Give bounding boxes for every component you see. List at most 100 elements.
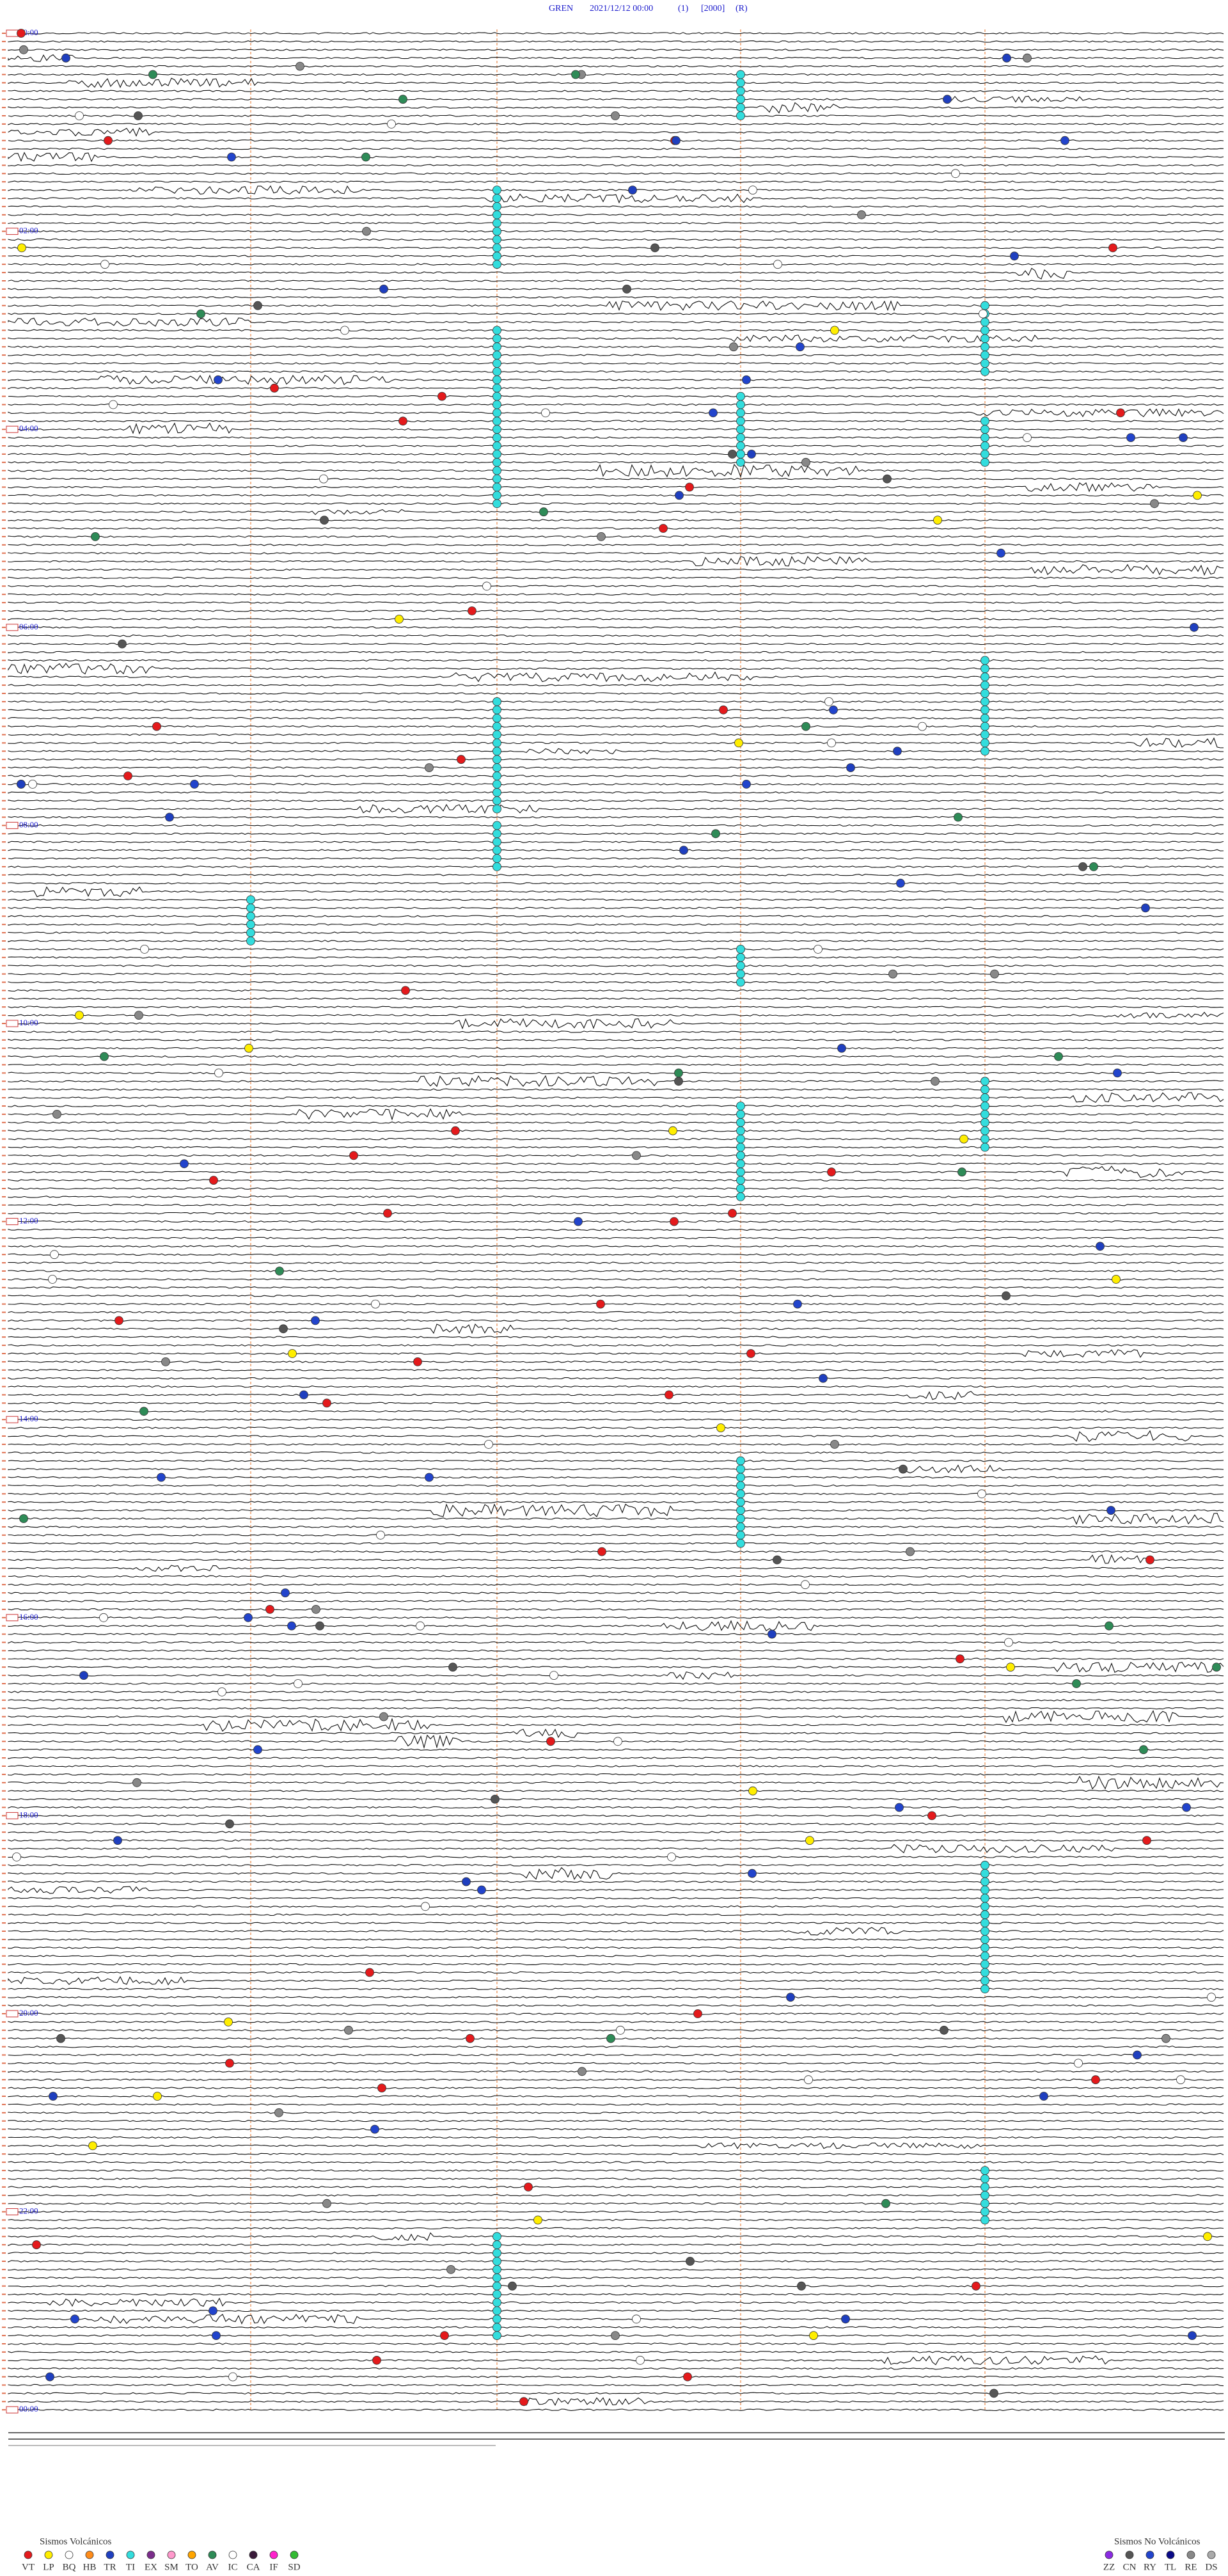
trace bbox=[8, 1501, 1224, 1503]
line-tick bbox=[2, 2186, 6, 2188]
event-marker bbox=[980, 1910, 989, 1920]
trace bbox=[8, 791, 1224, 794]
event-marker bbox=[736, 1522, 745, 1531]
line-tick bbox=[2, 684, 6, 686]
trace bbox=[8, 716, 1224, 720]
line-tick bbox=[2, 1699, 6, 1701]
event-marker bbox=[134, 1011, 143, 1020]
event-marker bbox=[492, 416, 501, 426]
line-tick bbox=[2, 1419, 6, 1421]
event-marker bbox=[767, 1629, 776, 1639]
trace bbox=[8, 1575, 1224, 1578]
line-tick bbox=[2, 1757, 6, 1759]
label-box bbox=[6, 1020, 19, 1027]
line-tick bbox=[2, 734, 6, 736]
line-tick bbox=[2, 2409, 6, 2411]
mode: (R) bbox=[736, 4, 748, 13]
event-marker bbox=[246, 903, 255, 913]
event-marker bbox=[1179, 433, 1188, 442]
event-marker bbox=[49, 2092, 58, 2101]
line-tick bbox=[2, 775, 6, 777]
trace bbox=[8, 334, 1224, 343]
trace bbox=[8, 535, 1224, 538]
legend-title: Sismos Volcánicos bbox=[40, 2536, 112, 2547]
line-tick bbox=[2, 973, 6, 975]
event-marker bbox=[492, 780, 501, 789]
line-tick bbox=[2, 2285, 6, 2287]
event-marker bbox=[371, 1299, 380, 1309]
event-marker bbox=[742, 375, 751, 384]
line-tick bbox=[2, 189, 6, 191]
trace bbox=[8, 2408, 1224, 2411]
trace bbox=[8, 1641, 1224, 1644]
event-marker bbox=[492, 194, 501, 203]
event-marker bbox=[632, 1151, 641, 1160]
line-tick bbox=[2, 1732, 6, 1734]
trace bbox=[8, 576, 1224, 580]
event-marker bbox=[279, 1324, 288, 1334]
line-tick bbox=[2, 453, 6, 455]
trace bbox=[8, 2314, 1224, 2325]
event-marker bbox=[736, 450, 745, 459]
line-tick bbox=[2, 519, 6, 521]
time-label: 04:00 bbox=[19, 423, 38, 433]
trace bbox=[8, 849, 1224, 851]
line-tick bbox=[2, 874, 6, 876]
trace bbox=[8, 1971, 1224, 1974]
trace bbox=[8, 1600, 1224, 1602]
line-tick bbox=[2, 1741, 6, 1742]
event-marker bbox=[980, 1877, 989, 1886]
trace bbox=[8, 2232, 1224, 2241]
trace bbox=[8, 1856, 1224, 1858]
trace bbox=[8, 700, 1224, 703]
event-marker bbox=[492, 367, 501, 376]
trace bbox=[8, 1789, 1224, 1792]
legend-code: TR bbox=[104, 2562, 116, 2572]
event-marker bbox=[492, 391, 501, 401]
line-tick bbox=[2, 1815, 6, 1817]
event-marker bbox=[275, 1267, 284, 1276]
line-tick bbox=[2, 907, 6, 909]
trace bbox=[8, 54, 1224, 62]
event-marker bbox=[492, 2306, 501, 2316]
trace bbox=[8, 1047, 1224, 1050]
event-marker bbox=[440, 2331, 449, 2341]
line-tick bbox=[2, 1848, 6, 1849]
legend-marker bbox=[1125, 2550, 1134, 2559]
line-tick bbox=[2, 759, 6, 761]
event-marker bbox=[951, 169, 960, 178]
trace bbox=[8, 32, 1224, 35]
line-tick bbox=[2, 2153, 6, 2155]
line-tick bbox=[2, 1245, 6, 1247]
trace bbox=[8, 1798, 1224, 1801]
trace bbox=[8, 997, 1224, 1000]
trace bbox=[8, 354, 1224, 356]
legend-marker bbox=[1186, 2550, 1195, 2559]
line-tick bbox=[2, 1270, 6, 1272]
event-marker bbox=[492, 218, 501, 228]
trace bbox=[8, 1765, 1224, 1767]
event-marker bbox=[161, 1357, 170, 1366]
line-tick bbox=[2, 2392, 6, 2394]
event-marker bbox=[492, 2264, 501, 2274]
line-tick bbox=[2, 1369, 6, 1371]
trace bbox=[8, 2252, 1224, 2254]
event-marker bbox=[933, 516, 942, 525]
trace bbox=[8, 2142, 1224, 2149]
trace bbox=[8, 1344, 1224, 1347]
legend-code: LP bbox=[43, 2562, 54, 2572]
event-marker bbox=[1133, 2050, 1142, 2060]
line-tick bbox=[2, 1691, 6, 1693]
event-marker bbox=[804, 2075, 813, 2085]
event-marker bbox=[980, 334, 989, 344]
trace bbox=[8, 2095, 1224, 2098]
trace bbox=[8, 152, 1224, 162]
trace bbox=[8, 386, 1224, 390]
event-marker bbox=[675, 491, 684, 500]
line-tick bbox=[2, 1773, 6, 1775]
line-tick bbox=[2, 1914, 6, 1916]
event-marker bbox=[492, 2298, 501, 2307]
event-marker bbox=[492, 755, 501, 764]
legend-code: IC bbox=[228, 2562, 238, 2572]
line-tick bbox=[2, 1171, 6, 1173]
